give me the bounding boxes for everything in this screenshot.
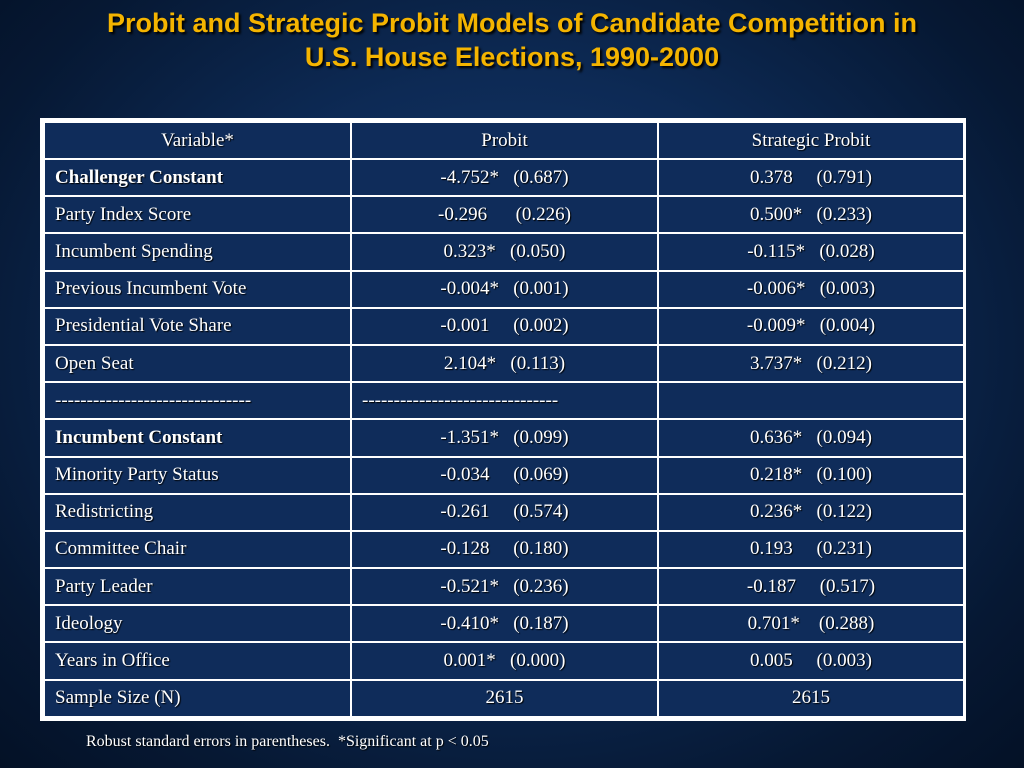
probit-cell: -4.752* (0.687) — [350, 157, 659, 198]
strategic-probit-cell: 0.701* (0.288) — [657, 604, 965, 644]
table-row: Party Leader -0.521* (0.236) -0.187 (0.517… — [43, 567, 965, 607]
variable-cell: Challenger Constant — [43, 157, 352, 198]
probit-cell: -0.128 (0.180) — [350, 529, 659, 570]
strategic-probit-cell: -0.115* (0.028) — [657, 232, 965, 272]
variable-cell: Party Leader — [43, 567, 352, 607]
variable-cell: Presidential Vote Share — [43, 306, 352, 346]
strategic-probit-cell: -0.006* (0.003) — [657, 269, 965, 309]
header-variable: Variable* — [43, 121, 352, 160]
probit-cell: 2.104* (0.113) — [350, 343, 659, 384]
variable-cell: Redistricting — [43, 492, 352, 532]
probit-cell: -1.351* (0.099) — [350, 418, 659, 458]
variable-cell: Years in Office — [43, 641, 352, 681]
regression-table-panel: Variable* Probit Strategic Probit Challe… — [43, 121, 965, 719]
table-row: Redistricting -0.261 (0.574) 0.236* (0.122… — [43, 492, 965, 532]
table-footnote: Robust standard errors in parentheses. *… — [86, 733, 489, 750]
slide-title: Probit and Strategic Probit Models of Ca… — [0, 6, 1024, 74]
variable-cell: Ideology — [43, 604, 352, 644]
regression-table: Variable* Probit Strategic Probit Challe… — [43, 121, 965, 719]
regression-table-frame: Variable* Probit Strategic Probit Challe… — [40, 118, 966, 721]
table-row: Open Seat 2.104* (0.113) 3.737* (0.212) — [43, 343, 965, 384]
strategic-probit-cell: 0.193 (0.231) — [657, 529, 965, 570]
variable-cell: Party Index Score — [43, 195, 352, 235]
table-header-row: Variable* Probit Strategic Probit — [43, 121, 965, 160]
variable-cell: Incumbent Constant — [43, 418, 352, 458]
variable-cell: Minority Party Status — [43, 455, 352, 495]
slide-title-line2: U.S. House Elections, 1990-2000 — [304, 42, 720, 72]
strategic-probit-cell: -0.187 (0.517) — [657, 567, 965, 607]
probit-cell: 0.001* (0.000) — [350, 641, 659, 681]
table-row: Party Index Score -0.296 (0.226) 0.500* (0… — [43, 195, 965, 235]
strategic-probit-cell — [657, 381, 965, 421]
variable-cell: Previous Incumbent Vote — [43, 269, 352, 309]
table-divider-row: ------------------------------- ---------… — [43, 381, 965, 421]
probit-cell: -0.034 (0.069) — [350, 455, 659, 495]
slide-title-line1: Probit and Strategic Probit Models of Ca… — [106, 8, 918, 38]
table-row: Ideology -0.410* (0.187) 0.701* (0.288) — [43, 604, 965, 644]
strategic-probit-cell: 0.236* (0.122) — [657, 492, 965, 532]
probit-cell: 0.323* (0.050) — [350, 232, 659, 272]
strategic-probit-cell: 2615 — [657, 678, 965, 719]
header-probit: Probit — [350, 121, 659, 160]
probit-cell: -0.521* (0.236) — [350, 567, 659, 607]
probit-cell: -0.261 (0.574) — [350, 492, 659, 532]
variable-cell: Sample Size (N) — [43, 678, 352, 719]
header-strategic-probit: Strategic Probit — [657, 121, 965, 160]
probit-cell: 2615 — [350, 678, 659, 719]
strategic-probit-cell: 3.737* (0.212) — [657, 343, 965, 384]
strategic-probit-cell: -0.009* (0.004) — [657, 306, 965, 346]
probit-cell: -0.004* (0.001) — [350, 269, 659, 309]
table-row: Presidential Vote Share -0.001 (0.002) -0.… — [43, 306, 965, 346]
strategic-probit-cell: 0.218* (0.100) — [657, 455, 965, 495]
table-row: Challenger Constant -4.752* (0.687) 0.378 … — [43, 157, 965, 198]
strategic-probit-cell: 0.636* (0.094) — [657, 418, 965, 458]
table-row: Committee Chair -0.128 (0.180) 0.193 (0.23… — [43, 529, 965, 570]
variable-cell: Open Seat — [43, 343, 352, 384]
strategic-probit-cell: 0.500* (0.233) — [657, 195, 965, 235]
variable-cell: ------------------------------- — [43, 381, 352, 421]
probit-cell: -0.001 (0.002) — [350, 306, 659, 346]
strategic-probit-cell: 0.378 (0.791) — [657, 157, 965, 198]
variable-cell: Committee Chair — [43, 529, 352, 570]
table-body: Challenger Constant -4.752* (0.687) 0.378 … — [43, 157, 965, 719]
table-row: Sample Size (N) 2615 2615 — [43, 678, 965, 719]
table-row: Minority Party Status -0.034 (0.069) 0.218… — [43, 455, 965, 495]
table-row: Previous Incumbent Vote -0.004* (0.001) -0… — [43, 269, 965, 309]
strategic-probit-cell: 0.005 (0.003) — [657, 641, 965, 681]
probit-cell: -0.296 (0.226) — [350, 195, 659, 235]
probit-cell: ------------------------------- — [350, 381, 659, 421]
table-row: Incumbent Spending 0.323* (0.050) -0.115* … — [43, 232, 965, 272]
table-row: Years in Office 0.001* (0.000) 0.005 (0.00… — [43, 641, 965, 681]
probit-cell: -0.410* (0.187) — [350, 604, 659, 644]
variable-cell: Incumbent Spending — [43, 232, 352, 272]
table-row: Incumbent Constant -1.351* (0.099) 0.636* … — [43, 418, 965, 458]
